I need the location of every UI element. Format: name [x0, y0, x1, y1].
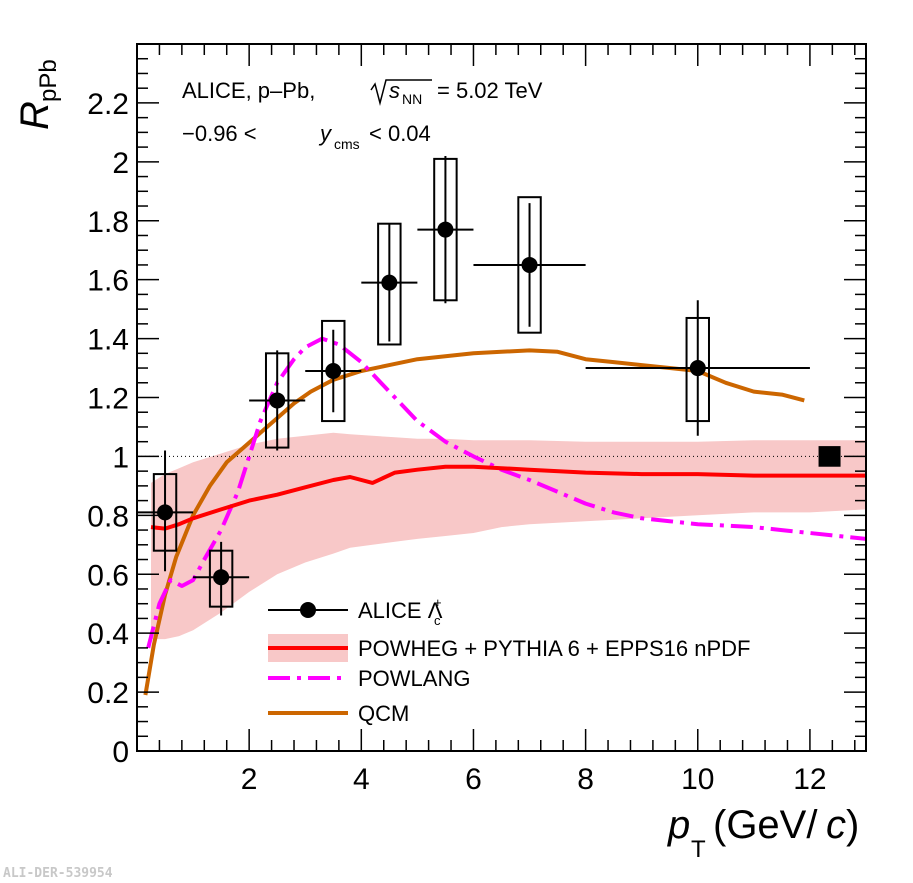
annotation-s: s [389, 78, 400, 103]
y-tick-label: 1.6 [87, 265, 129, 298]
legend-qcm-label: QCM [358, 701, 409, 726]
alice-marker [325, 362, 342, 379]
legend-entry-alice: ALICE Λ c + [268, 595, 443, 628]
x-title-p: p [667, 803, 690, 847]
y-tick-label: 2.2 [87, 88, 129, 121]
y-title-sub: pPb [35, 59, 62, 102]
x-tick-label: 6 [465, 763, 482, 796]
legend-alice-label: ALICE Λ [358, 598, 443, 623]
x-tick-label: 4 [353, 763, 370, 796]
y-tick-label: 0.4 [87, 618, 129, 651]
legend: ALICE Λ c + POWHEG + PYTHIA 6 + EPPS16 n… [268, 595, 750, 726]
rapidity-annotation: −0.96 < y cms < 0.04 [182, 121, 431, 152]
y-title-r: R [13, 101, 57, 130]
annotation-rapidity-prefix: −0.96 < [182, 121, 257, 146]
powheg-band-layer [151, 432, 866, 640]
legend-powheg-label: POWHEG + PYTHIA 6 + EPPS16 nPDF [358, 636, 750, 661]
legend-entry-powlang: POWLANG [268, 666, 470, 691]
annotation-prefix: ALICE, p–Pb, [182, 78, 315, 103]
alice-point-1 [137, 450, 194, 572]
annotation-energy: = 5.02 TeV [437, 78, 543, 103]
alice-points-layer [137, 155, 841, 616]
y-tick-label: 0.2 [87, 677, 129, 710]
powlang-curve [146, 336, 866, 649]
y-tick-label: 1.8 [87, 206, 129, 239]
system-annotation: ALICE, p–Pb, s NN = 5.02 TeV [182, 78, 543, 107]
figure-id: ALI-DER-539954 [3, 866, 113, 881]
y-tick-label: 1 [112, 441, 129, 474]
alice-marker [269, 392, 286, 409]
legend-alice-marker [300, 602, 316, 618]
x-title-sub: T [691, 836, 706, 863]
x-tick-label: 8 [577, 763, 594, 796]
alice-point-7 [473, 196, 586, 334]
legend-entry-powheg: POWHEG + PYTHIA 6 + EPPS16 nPDF [268, 634, 750, 662]
x-title-unit-open: (GeV/ [713, 803, 818, 847]
y-tick-label: 0 [112, 736, 129, 769]
alice-point-6 [417, 155, 474, 304]
y-tick-label: 0.6 [87, 559, 129, 592]
powheg-uncertainty-band [151, 432, 866, 640]
x-axis-title: p T (GeV/ c ) [667, 803, 859, 863]
alice-point-2 [193, 541, 250, 616]
alice-point-8 [585, 300, 810, 436]
x-tick-label: 10 [681, 763, 714, 796]
annotation-nn: NN [402, 91, 422, 107]
legend-entry-qcm: QCM [268, 701, 409, 726]
y-tick-label: 1.2 [87, 383, 129, 416]
alice-point-3 [249, 350, 306, 451]
alice-marker [521, 256, 538, 273]
y-tick-label: 2 [112, 147, 129, 180]
alice-marker [381, 274, 398, 291]
alice-marker [213, 569, 230, 586]
tick-labels-layer: 2 4 6 8 10 12 0 0.2 0.4 0.6 0.8 1 1.2 1.4 1.6 1.8 2 2.2 [87, 88, 826, 796]
annotation-y: y [318, 121, 333, 146]
x-title-unit-close: ) [846, 803, 859, 847]
normalization-uncertainty-box [818, 446, 841, 467]
y-axis-title: R pPb [13, 59, 62, 130]
x-title-c: c [826, 803, 846, 847]
annotation-cms: cms [334, 136, 360, 152]
sqrt-sign [370, 79, 432, 106]
x-tick-label: 2 [241, 763, 258, 796]
y-tick-label: 0.8 [87, 500, 129, 533]
y-tick-label: 1.4 [87, 324, 129, 357]
x-tick-label: 12 [793, 763, 826, 796]
legend-alice-sup: + [434, 595, 442, 610]
alice-marker [437, 221, 454, 238]
alice-marker [157, 504, 174, 521]
powheg-curve [150, 464, 866, 531]
alice-marker [689, 360, 706, 377]
alice-point-4 [305, 319, 362, 423]
alice-point-5 [361, 222, 418, 346]
legend-alice-sub: c [434, 613, 441, 628]
annotation-rapidity-suffix: < 0.04 [369, 121, 431, 146]
axis-ticks-layer [137, 43, 866, 752]
svg-text:ALICE, p–Pb,: ALICE, p–Pb, [182, 78, 315, 103]
legend-powlang-label: POWLANG [358, 666, 470, 691]
